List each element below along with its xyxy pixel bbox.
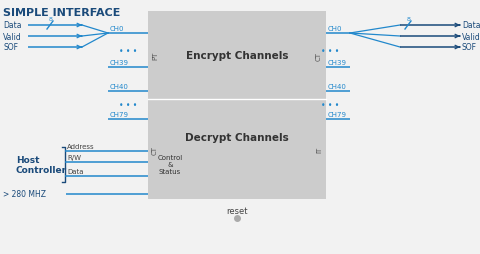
Text: R/W: R/W [67,154,81,160]
Text: SOF: SOF [3,43,18,52]
Text: Encrypt Channels: Encrypt Channels [186,51,288,61]
Text: Data: Data [462,21,480,30]
Text: 8: 8 [407,17,411,22]
Text: CH0: CH0 [110,26,124,32]
Text: PT: PT [152,52,158,60]
Text: > 280 MHZ: > 280 MHZ [3,190,46,199]
Text: • • •: • • • [119,101,137,110]
Text: CH39: CH39 [110,60,129,66]
Text: Decrypt Channels: Decrypt Channels [185,133,289,143]
Text: SIMPLE INTERFACE: SIMPLE INTERFACE [3,8,120,18]
Text: Data: Data [3,21,22,30]
Text: Control
&
Status: Control & Status [157,154,182,174]
Bar [148,12,326,199]
Text: IT: IT [316,147,322,153]
Text: • • •: • • • [119,46,137,55]
Text: Data: Data [67,168,84,174]
Text: SOF: SOF [462,43,477,52]
Text: CH40: CH40 [110,84,129,90]
Text: CH79: CH79 [328,112,347,118]
Text: • • •: • • • [321,101,339,110]
Text: CH39: CH39 [328,60,347,66]
Text: CT: CT [316,52,322,60]
Text: reset: reset [226,206,248,215]
Text: 8: 8 [49,17,53,22]
Text: CH0: CH0 [328,26,343,32]
Text: Valid: Valid [462,32,480,41]
Text: CH79: CH79 [110,112,129,118]
Text: Host
Controller: Host Controller [16,155,67,174]
Text: Valid: Valid [3,32,22,41]
Text: • • •: • • • [321,46,339,55]
Text: CH40: CH40 [328,84,347,90]
Text: Address: Address [67,144,95,149]
Text: CT: CT [152,145,158,154]
